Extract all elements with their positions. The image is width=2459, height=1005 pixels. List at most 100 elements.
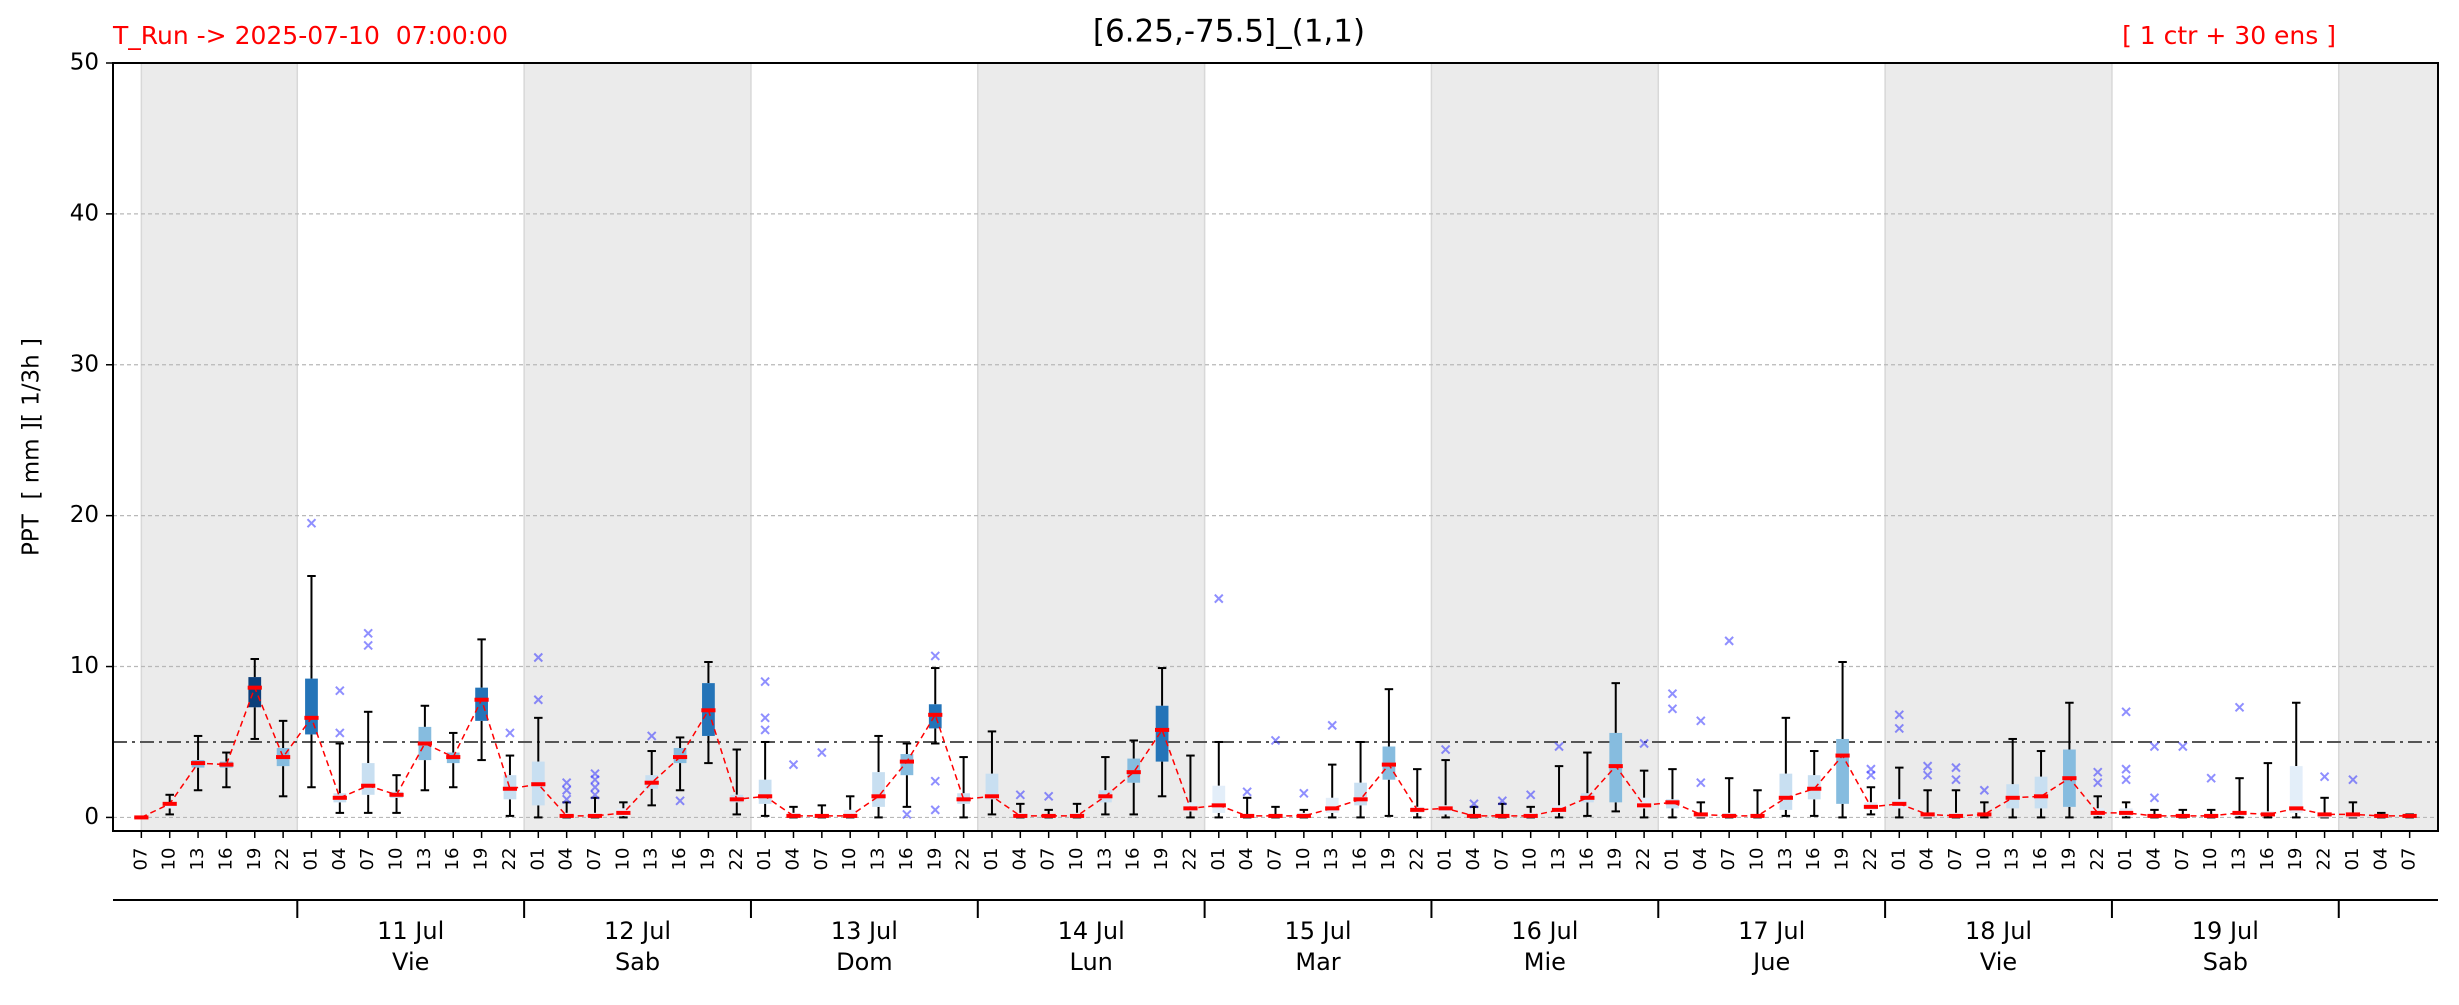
- outlier: [1866, 770, 1876, 780]
- box: [2289, 766, 2303, 813]
- x-tick-label: 01: [1888, 848, 1909, 871]
- x-tick-label: 22: [499, 848, 520, 871]
- y-axis-label: PPT [ mm ][ 1/3h ]: [19, 338, 45, 556]
- outlier: [2149, 793, 2160, 803]
- box: [1325, 797, 1339, 813]
- outlier: [930, 776, 940, 786]
- outlier: [335, 685, 345, 696]
- box: [1155, 705, 1169, 762]
- x-tick-label: 01: [754, 848, 775, 871]
- x-tick-label: 10: [839, 848, 860, 871]
- x-tick-label: 07: [1038, 848, 1059, 871]
- day-date: 19 Jul: [2192, 917, 2259, 945]
- x-tick-label: 19: [2058, 848, 2079, 871]
- outlier: [1015, 790, 1026, 800]
- box: [872, 772, 885, 807]
- day-shade: [1884, 62, 2113, 832]
- outlier: [1214, 593, 1224, 604]
- outlier: [1242, 787, 1252, 797]
- x-tick-label: 10: [1066, 848, 1087, 871]
- outlier: [1951, 774, 1961, 785]
- x-tick-label: 16: [442, 848, 463, 871]
- box: [305, 678, 318, 735]
- x-tick-label: 07: [2172, 848, 2193, 871]
- x-tick-label: 04: [782, 848, 803, 871]
- x-tick-label: 04: [1009, 848, 1030, 871]
- y-tick-label: 30: [70, 351, 99, 377]
- outlier: [2093, 767, 2103, 777]
- outlier: [760, 713, 770, 723]
- outlier: [1497, 796, 1508, 806]
- day-weekday: Dom: [836, 948, 893, 976]
- x-tick-label: 04: [556, 848, 577, 871]
- chart-title: [6.25,-75.5]_(1,1): [1093, 14, 1365, 50]
- box: [361, 763, 375, 795]
- outlier: [561, 778, 572, 788]
- x-tick-label: 16: [2257, 848, 2278, 871]
- x-tick-label: 10: [1973, 848, 1994, 871]
- outlier: [2234, 702, 2245, 712]
- x-tick-label: 10: [386, 848, 407, 871]
- outlier: [2206, 773, 2216, 783]
- day-date: 13 Jul: [831, 917, 898, 945]
- outlier: [2149, 741, 2160, 752]
- day-weekday: Sab: [2203, 948, 2248, 976]
- x-tick-label: 19: [1151, 848, 1172, 871]
- x-tick-label: 04: [1917, 848, 1938, 871]
- outlier: [533, 652, 544, 663]
- x-tick-label: 07: [357, 848, 378, 871]
- day-date: 18 Jul: [1965, 917, 2032, 945]
- x-tick-label: 01: [1208, 848, 1229, 871]
- x-tick-label: 22: [953, 848, 974, 871]
- outlier: [2319, 771, 2330, 782]
- outlier: [817, 747, 827, 758]
- outlier: [2348, 774, 2358, 785]
- x-tick-label: 10: [612, 848, 633, 871]
- x-tick-label: 19: [1832, 848, 1853, 871]
- outlier: [2121, 707, 2131, 717]
- day-date: 12 Jul: [604, 917, 671, 945]
- outlier: [1979, 785, 1990, 795]
- x-tick-label: 13: [1775, 848, 1796, 871]
- x-tick-label: 01: [300, 848, 321, 871]
- x-tick-label: 01: [1661, 848, 1682, 871]
- x-tick-label: 13: [1094, 848, 1115, 871]
- y-tick-label: 20: [70, 502, 99, 528]
- day-weekday: Sab: [615, 948, 660, 976]
- x-tick-label: 19: [1378, 848, 1399, 871]
- outlier: [590, 774, 600, 785]
- day-date: 15 Jul: [1284, 917, 1351, 945]
- x-tick-label: 13: [1321, 848, 1342, 871]
- x-tick-label: 07: [2399, 848, 2420, 871]
- outlier: [1667, 688, 1678, 699]
- x-tick-label: 10: [1747, 848, 1768, 871]
- outlier: [1299, 788, 1309, 798]
- box: [1212, 785, 1226, 813]
- x-tick-label: 19: [244, 848, 265, 871]
- x-tick-label: 22: [1633, 848, 1654, 871]
- outlier: [647, 731, 657, 741]
- box: [1637, 797, 1651, 809]
- outlier: [335, 728, 345, 738]
- x-tick-label: 10: [159, 848, 180, 871]
- x-tick-label: 16: [215, 848, 236, 871]
- y-tick-label: 40: [70, 200, 99, 226]
- x-tick-label: 10: [2200, 848, 2221, 871]
- outlier: [930, 805, 940, 815]
- x-tick-label: 07: [1945, 848, 1966, 871]
- outlier: [590, 782, 600, 792]
- x-tick-label: 07: [1265, 848, 1286, 871]
- day-weekday: Mie: [1524, 948, 1566, 976]
- x-tick-label: 01: [2115, 848, 2136, 871]
- x-tick-label: 16: [1123, 848, 1144, 871]
- x-tick-label: 16: [896, 848, 917, 871]
- x-tick-label: 13: [187, 848, 208, 871]
- x-tick-label: 13: [2002, 848, 2023, 871]
- x-tick-label: 16: [1576, 848, 1597, 871]
- outlier: [2121, 764, 2131, 774]
- box: [900, 754, 914, 776]
- outlier: [1667, 704, 1678, 714]
- day-date: 11 Jul: [377, 917, 444, 945]
- outlier: [1922, 770, 1933, 780]
- y-tick-label: 50: [70, 50, 99, 76]
